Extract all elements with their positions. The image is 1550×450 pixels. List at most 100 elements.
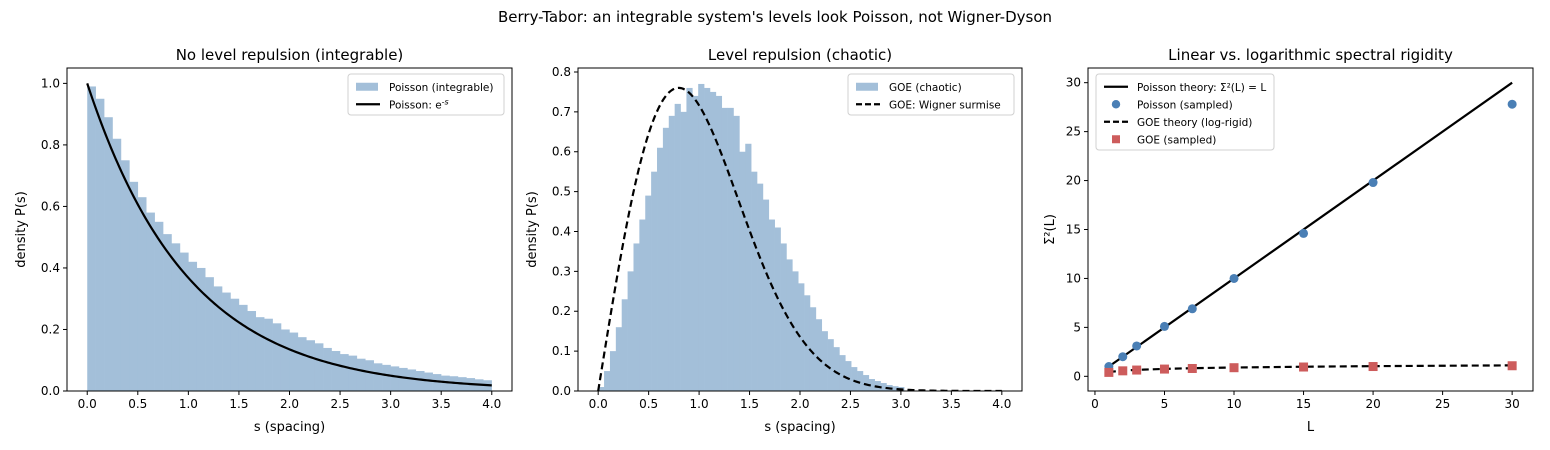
hist-bar — [604, 371, 611, 391]
hist-bar — [129, 181, 139, 391]
hist-bar — [373, 363, 383, 391]
x-tick-label: 0.5 — [639, 397, 658, 411]
hist-bar — [868, 379, 875, 391]
panel-title: No level repulsion (integrable) — [176, 46, 404, 64]
hist-bar — [727, 107, 734, 391]
hist-bar — [804, 295, 811, 391]
y-tick-label: 10 — [1066, 271, 1081, 285]
legend-label: Poisson: e-s — [389, 97, 449, 111]
hist-bar — [188, 261, 198, 391]
data-point — [1159, 321, 1169, 331]
y-tick-label: 0.8 — [41, 138, 60, 152]
hist-bar — [633, 243, 640, 391]
hist-bar — [104, 117, 113, 391]
x-tick-label: 30 — [1505, 397, 1520, 411]
y-tick-label: 0.5 — [552, 185, 571, 199]
data-point — [1118, 366, 1128, 376]
x-tick-label: 0.0 — [78, 397, 97, 411]
x-tick-label: 3.5 — [432, 397, 451, 411]
x-tick-label: 3.0 — [891, 397, 910, 411]
hist-bar — [786, 259, 793, 391]
x-tick-label: 1.0 — [179, 397, 198, 411]
hist-bar — [809, 307, 817, 391]
hist-bar — [851, 367, 858, 391]
y-tick-label: 0.6 — [552, 145, 571, 159]
x-tick-label: 1.5 — [229, 397, 248, 411]
x-axis-label: s (spacing) — [254, 420, 325, 435]
hist-bar — [415, 371, 425, 391]
series-line — [1108, 364, 1513, 374]
hist-bar — [839, 355, 846, 391]
hist-bar — [171, 243, 181, 391]
y-axis-label: Σ²(L) — [1043, 214, 1058, 245]
hist-bar — [272, 323, 282, 391]
data-point — [1187, 363, 1197, 373]
x-tick-label: 25 — [1435, 397, 1450, 411]
hist-bar — [680, 111, 687, 391]
hist-bar — [857, 371, 864, 391]
data-point — [1159, 364, 1169, 374]
hist-bar — [137, 197, 147, 391]
hist-bar — [205, 277, 214, 391]
x-tick-label: 2.0 — [280, 397, 299, 411]
hist-bar — [323, 347, 332, 391]
hist-bar — [774, 227, 781, 391]
legend-label: GOE theory (log-rigid) — [1137, 117, 1252, 129]
y-tick-label: 1.0 — [41, 76, 60, 90]
hist-bar — [598, 387, 605, 391]
hist-bar — [365, 360, 374, 391]
hist-bar — [745, 143, 752, 391]
figure-suptitle: Berry-Tabor: an integrable system's leve… — [498, 8, 1052, 26]
hist-bar — [639, 219, 646, 391]
hist-bar — [146, 212, 155, 391]
legend: Poisson theory: Σ²(L) = L Poisson (sample… — [1095, 73, 1275, 151]
hist-bar — [314, 343, 324, 391]
hist-bar — [674, 103, 681, 391]
x-tick-label: 10 — [1226, 397, 1241, 411]
hist-bar — [339, 354, 349, 391]
legend: GOE (chaotic) GOE: Wigner surmise — [847, 73, 1015, 116]
y-tick-label: 0.2 — [41, 322, 60, 336]
data-point — [1507, 361, 1517, 371]
hist-bar — [862, 375, 870, 391]
hist-bar — [112, 138, 122, 391]
hist-bar — [739, 151, 746, 391]
hist-bar — [390, 366, 400, 391]
hist-bar — [692, 95, 699, 391]
hist-bar — [651, 171, 658, 391]
hist-bar — [356, 358, 366, 391]
hist-bar — [721, 107, 728, 391]
x-tick-label: 2.5 — [331, 397, 350, 411]
chart-panel-1: No level repulsion (integrable) 0.0 0.5 1.0… — [14, 46, 513, 435]
hist-bar — [222, 292, 231, 391]
hist-bar — [179, 252, 189, 391]
hist-bar — [757, 183, 764, 391]
hist-bar — [264, 318, 273, 391]
hist-bar — [704, 87, 711, 391]
y-tick-label: 30 — [1066, 76, 1081, 90]
hist-bar — [845, 361, 852, 391]
hist-bar — [762, 199, 770, 391]
hist-bar — [668, 115, 675, 391]
data-point — [1187, 304, 1197, 314]
y-tick-label: 25 — [1066, 125, 1081, 139]
y-tick-label: 0 — [1073, 369, 1081, 383]
hist-bar — [780, 243, 787, 391]
hist-bar — [120, 160, 130, 391]
x-tick-label: 4.0 — [482, 397, 501, 411]
y-tick-label: 20 — [1066, 174, 1081, 188]
x-tick-label: 1.0 — [690, 397, 709, 411]
data-point — [1299, 362, 1309, 372]
y-tick-label: 0.0 — [41, 384, 60, 398]
hist-bar — [709, 91, 717, 391]
chart-panel-2: Level repulsion (chaotic) 0.0 0.5 1.0 1.5 2.0… — [525, 46, 1023, 435]
hist-bar — [698, 83, 705, 391]
hist-bar — [289, 332, 299, 391]
hist-bar — [768, 219, 775, 391]
legend-label: Poisson (sampled) — [1137, 99, 1233, 111]
plot-area — [86, 83, 492, 391]
x-tick-label: 3.5 — [942, 397, 961, 411]
y-tick-label: 0.3 — [552, 264, 571, 278]
legend-label: GOE (sampled) — [1137, 134, 1216, 146]
hist-bar — [424, 372, 433, 391]
